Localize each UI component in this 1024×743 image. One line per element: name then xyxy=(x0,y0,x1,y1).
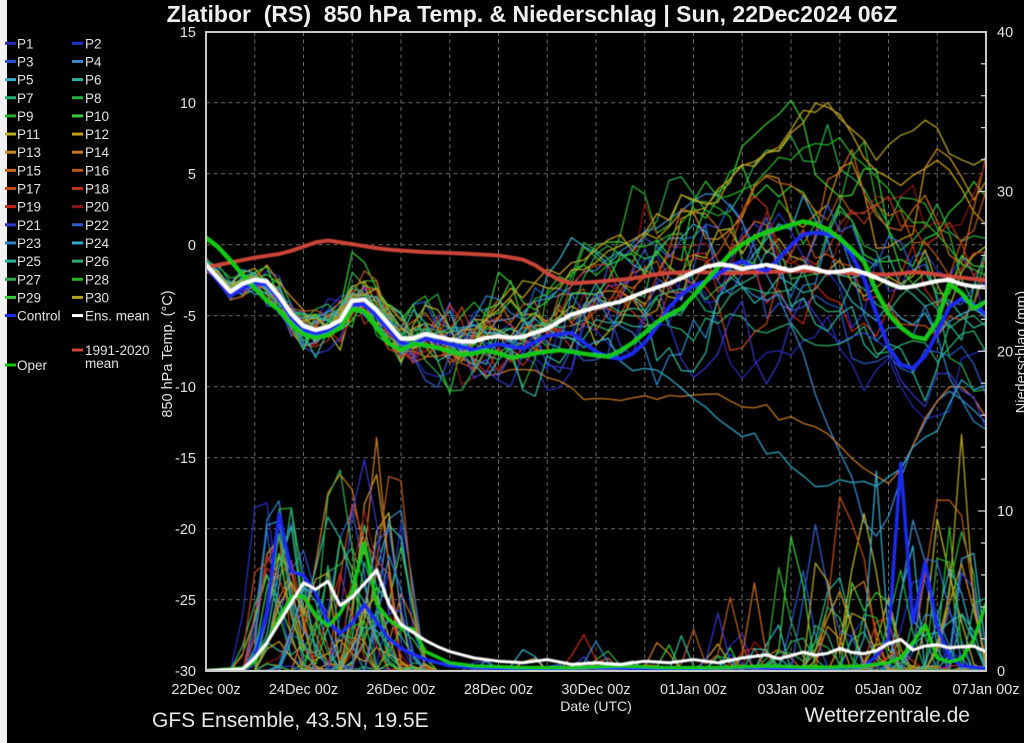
svg-text:P25: P25 xyxy=(17,254,41,269)
svg-text:07Jan 00z: 07Jan 00z xyxy=(953,682,1020,698)
svg-text:P2: P2 xyxy=(85,36,102,51)
svg-text:P4: P4 xyxy=(85,54,102,69)
svg-text:Control: Control xyxy=(17,309,61,324)
svg-text:P12: P12 xyxy=(85,127,109,142)
svg-text:P7: P7 xyxy=(17,91,34,106)
svg-text:P10: P10 xyxy=(85,109,109,124)
svg-text:P15: P15 xyxy=(17,163,41,178)
svg-text:30: 30 xyxy=(997,185,1013,201)
svg-text:-20: -20 xyxy=(175,522,196,538)
svg-text:P9: P9 xyxy=(17,109,34,124)
svg-text:03Jan 00z: 03Jan 00z xyxy=(758,682,825,698)
svg-text:-30: -30 xyxy=(175,664,196,680)
svg-text:10: 10 xyxy=(997,504,1013,520)
svg-text:0: 0 xyxy=(997,664,1005,680)
svg-text:850 hPa Temp. (°C): 850 hPa Temp. (°C) xyxy=(160,290,176,417)
svg-text:P8: P8 xyxy=(85,91,102,106)
svg-text:P24: P24 xyxy=(85,236,110,251)
svg-text:P16: P16 xyxy=(85,163,109,178)
svg-text:P3: P3 xyxy=(17,54,34,69)
svg-text:01Jan 00z: 01Jan 00z xyxy=(660,682,727,698)
svg-text:22Dec 00z: 22Dec 00z xyxy=(171,682,240,698)
svg-text:-10: -10 xyxy=(175,380,196,396)
svg-text:10: 10 xyxy=(180,96,196,112)
svg-text:P13: P13 xyxy=(17,145,41,160)
svg-text:-5: -5 xyxy=(183,309,196,325)
svg-text:P27: P27 xyxy=(17,272,41,287)
svg-text:P22: P22 xyxy=(85,218,109,233)
svg-text:P30: P30 xyxy=(85,290,109,305)
svg-text:40: 40 xyxy=(997,25,1013,41)
svg-text:P18: P18 xyxy=(85,182,109,197)
svg-text:P26: P26 xyxy=(85,254,109,269)
svg-text:Date (UTC): Date (UTC) xyxy=(560,698,632,714)
svg-text:P20: P20 xyxy=(85,200,109,215)
svg-text:P23: P23 xyxy=(17,236,41,251)
svg-text:Niederschlag (mm): Niederschlag (mm) xyxy=(1014,291,1024,413)
svg-text:P28: P28 xyxy=(85,272,109,287)
svg-text:P21: P21 xyxy=(17,218,41,233)
svg-text:Zlatibor (RS) 850 hPa Temp.: Zlatibor (RS) 850 hPa Temp. & Niederschl… xyxy=(167,1,898,27)
svg-text:0: 0 xyxy=(188,238,196,254)
svg-text:24Dec 00z: 24Dec 00z xyxy=(269,682,338,698)
svg-text:mean: mean xyxy=(85,356,119,371)
svg-text:15: 15 xyxy=(180,25,196,41)
svg-text:Wetterzentrale.de: Wetterzentrale.de xyxy=(805,704,970,727)
svg-text:P5: P5 xyxy=(17,73,34,88)
svg-text:P29: P29 xyxy=(17,290,41,305)
svg-text:1991-2020: 1991-2020 xyxy=(85,343,150,358)
svg-text:Ens. mean: Ens. mean xyxy=(85,309,150,324)
svg-text:-15: -15 xyxy=(175,451,196,467)
svg-text:26Dec 00z: 26Dec 00z xyxy=(366,682,435,698)
svg-text:GFS Ensemble, 43.5N, 19.5E: GFS Ensemble, 43.5N, 19.5E xyxy=(152,709,429,732)
svg-text:P14: P14 xyxy=(85,145,110,160)
svg-text:28Dec 00z: 28Dec 00z xyxy=(464,682,533,698)
svg-text:P19: P19 xyxy=(17,200,41,215)
svg-text:P6: P6 xyxy=(85,73,102,88)
svg-text:P11: P11 xyxy=(17,127,40,142)
svg-text:Oper: Oper xyxy=(17,358,48,373)
svg-text:05Jan 00z: 05Jan 00z xyxy=(855,682,922,698)
svg-text:20: 20 xyxy=(997,344,1013,360)
svg-text:P17: P17 xyxy=(17,182,41,197)
svg-text:5: 5 xyxy=(188,167,196,183)
svg-text:P1: P1 xyxy=(17,36,34,51)
svg-text:-25: -25 xyxy=(175,593,196,609)
svg-text:30Dec 00z: 30Dec 00z xyxy=(561,682,630,698)
